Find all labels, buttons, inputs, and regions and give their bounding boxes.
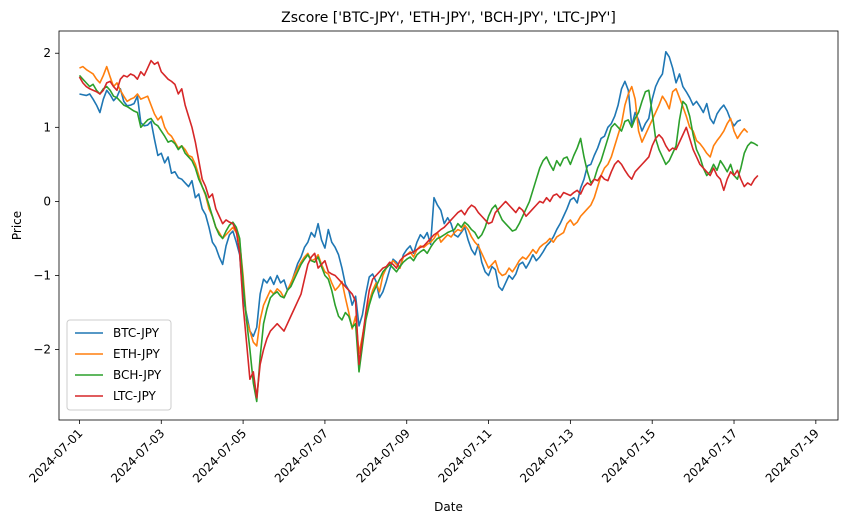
y-tick-label: 2 — [43, 46, 51, 60]
legend-label: BCH-JPY — [113, 368, 162, 382]
legend: BTC-JPY ETH-JPY BCH-JPY LTC-JPY — [66, 319, 172, 411]
series-lines — [78, 50, 759, 403]
legend-box — [66, 319, 172, 411]
y-tick-label: −1 — [33, 269, 51, 283]
series-line-btc-jpy — [79, 50, 742, 338]
series-line-ltc-jpy — [78, 59, 759, 399]
y-axis-label: Price — [10, 211, 24, 240]
y-tick-label: 1 — [43, 120, 51, 134]
legend-label: ETH-JPY — [113, 347, 160, 361]
y-tick-label: −2 — [33, 343, 51, 357]
y-tick-label: 0 — [43, 194, 51, 208]
plot-frame — [58, 30, 839, 421]
chart-title: Zscore ['BTC-JPY', 'ETH-JPY', 'BCH-JPY',… — [281, 10, 616, 26]
series-line-bch-jpy — [78, 74, 759, 403]
legend-label: LTC-JPY — [113, 389, 157, 403]
legend-label: BTC-JPY — [113, 326, 160, 340]
y-axis: −2 −1 0 1 2 — [33, 46, 59, 357]
x-axis-label: Date — [434, 500, 463, 514]
series-line-eth-jpy — [79, 65, 749, 355]
